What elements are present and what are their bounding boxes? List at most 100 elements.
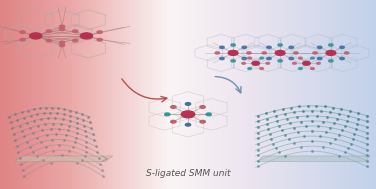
Point <box>330 106 336 109</box>
Point <box>61 108 67 111</box>
Polygon shape <box>258 156 370 162</box>
Point <box>82 130 88 133</box>
Point <box>47 128 53 131</box>
Point <box>255 165 261 168</box>
Point <box>74 132 80 135</box>
Point <box>67 119 73 122</box>
Point <box>27 126 33 129</box>
Point <box>331 122 337 125</box>
Point <box>18 163 24 166</box>
Point <box>255 148 261 151</box>
Point <box>264 117 270 120</box>
Point <box>100 175 106 178</box>
Point <box>24 109 30 112</box>
Point <box>309 140 315 143</box>
Point <box>291 141 297 144</box>
Circle shape <box>73 30 78 33</box>
Point <box>364 142 370 145</box>
Point <box>327 111 333 114</box>
Circle shape <box>242 57 247 60</box>
Point <box>364 114 370 117</box>
Point <box>83 145 89 148</box>
Point <box>55 107 61 110</box>
Point <box>364 125 370 129</box>
Point <box>19 130 25 133</box>
Point <box>50 149 56 152</box>
Point <box>336 154 342 157</box>
Point <box>364 148 370 151</box>
Point <box>58 123 64 126</box>
Circle shape <box>231 44 235 46</box>
Point <box>282 154 288 157</box>
Circle shape <box>185 103 191 105</box>
Point <box>354 122 360 125</box>
Circle shape <box>267 57 271 60</box>
Point <box>255 120 261 123</box>
Point <box>313 104 319 107</box>
Point <box>24 121 30 124</box>
Point <box>97 163 103 166</box>
Point <box>34 113 40 116</box>
Point <box>37 107 43 110</box>
Circle shape <box>340 57 344 60</box>
Point <box>66 124 72 127</box>
Point <box>294 115 300 119</box>
Circle shape <box>260 57 264 59</box>
Point <box>73 111 79 114</box>
Point <box>53 117 59 120</box>
Point <box>273 146 279 149</box>
Point <box>94 151 100 154</box>
Point <box>43 145 49 148</box>
Point <box>12 113 18 116</box>
Circle shape <box>329 44 333 46</box>
Circle shape <box>311 57 314 59</box>
Circle shape <box>206 113 211 116</box>
Point <box>49 138 55 141</box>
Point <box>327 126 333 129</box>
Point <box>324 115 330 119</box>
Point <box>82 154 88 157</box>
Point <box>21 175 27 178</box>
Circle shape <box>252 61 259 65</box>
Point <box>93 145 99 148</box>
Circle shape <box>228 50 238 55</box>
Point <box>41 112 47 115</box>
Circle shape <box>313 52 317 54</box>
Point <box>74 161 80 164</box>
Circle shape <box>266 62 270 64</box>
Point <box>21 135 27 138</box>
Point <box>83 140 89 143</box>
Point <box>24 140 30 143</box>
Point <box>67 114 73 117</box>
Point <box>255 114 261 117</box>
Circle shape <box>59 28 65 31</box>
Point <box>346 115 352 118</box>
Point <box>99 169 105 172</box>
Point <box>88 127 94 130</box>
Point <box>61 138 67 141</box>
Point <box>18 111 24 114</box>
Circle shape <box>59 41 65 44</box>
Polygon shape <box>15 156 113 162</box>
Point <box>44 134 50 137</box>
Circle shape <box>200 106 205 108</box>
Circle shape <box>97 38 102 41</box>
Point <box>79 158 85 161</box>
Point <box>255 159 261 162</box>
Point <box>31 119 37 122</box>
Point <box>61 113 67 116</box>
Point <box>96 157 102 160</box>
Circle shape <box>299 68 302 70</box>
Point <box>45 117 51 120</box>
Point <box>309 129 315 132</box>
Circle shape <box>242 46 247 48</box>
Point <box>73 136 79 139</box>
Point <box>353 127 359 130</box>
Point <box>6 115 12 118</box>
Text: S-ligated SMM unit: S-ligated SMM unit <box>146 169 230 178</box>
Circle shape <box>289 57 294 60</box>
Point <box>66 149 72 152</box>
Point <box>83 150 89 153</box>
Point <box>309 150 315 153</box>
Point <box>30 132 36 135</box>
